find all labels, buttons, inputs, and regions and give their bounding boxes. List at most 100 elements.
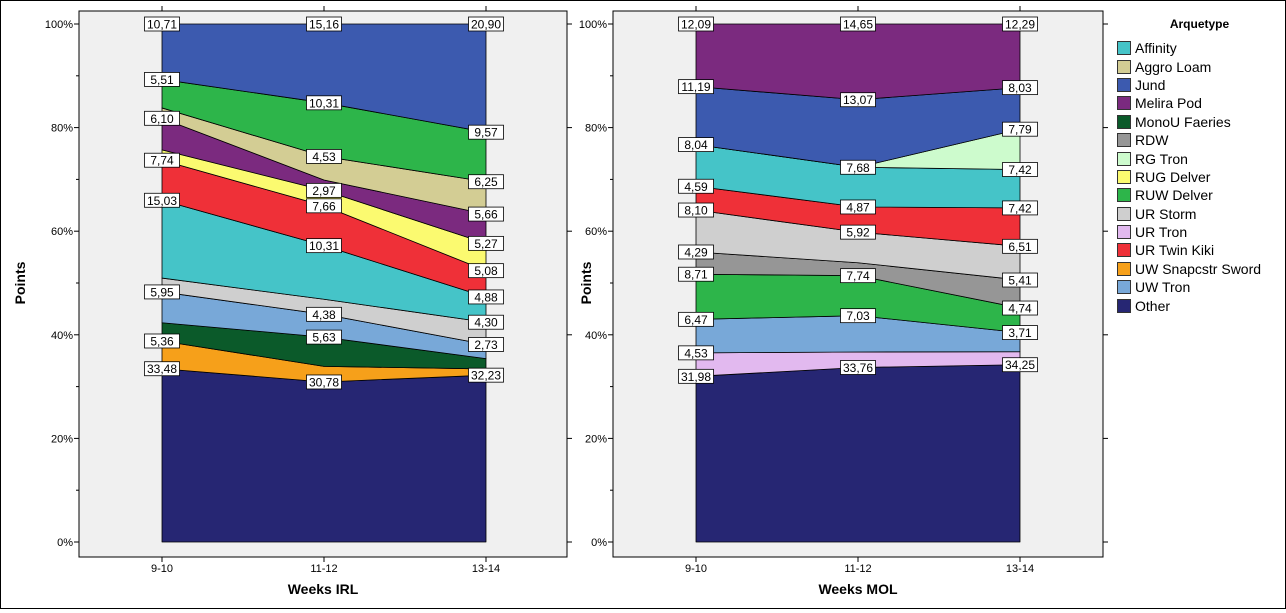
data-label-box [678,16,714,32]
y-tick-label: 60% [51,226,73,238]
data-label-box [306,306,342,322]
data-label-box [468,314,504,330]
data-label-text: 33,76 [843,361,873,375]
data-label-box [306,95,342,111]
data-label-text: 5,36 [150,334,174,348]
y-tick-label: 0% [57,537,73,549]
legend-label: UW Tron [1135,279,1191,296]
data-label: 8,71 [678,266,714,282]
data-label-text: 6,10 [150,112,174,126]
data-label-text: 8,10 [684,204,708,218]
data-label-text: 20,90 [471,18,501,32]
data-label-text: 4,59 [684,180,708,194]
data-label: 3,71 [1002,325,1038,340]
data-label-text: 12,29 [1005,18,1035,32]
data-label: 4,88 [468,289,504,305]
x-axis-title: Weeks MOL [818,581,898,597]
data-label: 10,31 [306,95,342,111]
data-label-box [144,152,180,168]
data-label-text: 7,68 [846,161,870,175]
data-label: 12,29 [1002,16,1038,32]
legend-label: UR Twin Kiki [1135,242,1215,259]
legend-swatch [1117,261,1131,276]
data-label: 5,41 [1002,272,1038,288]
data-label-text: 15,03 [147,194,177,208]
data-label-box [1002,325,1038,340]
data-label: 9,57 [468,124,504,140]
data-label: 5,66 [468,206,504,222]
data-label-box [144,333,180,349]
data-label: 32,23 [468,367,504,383]
data-label-text: 5,51 [150,73,174,87]
legend-label: Aggro Loam [1135,58,1212,75]
legend-swatch [1117,41,1131,56]
data-label-box [1002,357,1038,373]
legend-label: RDW [1135,132,1169,149]
data-label: 20,90 [468,16,504,32]
legend-label: UR Tron [1135,224,1188,241]
data-label-box [306,374,342,390]
data-label-box [1002,162,1038,177]
data-label-box [468,263,504,279]
legend: Arquetype Affinity Aggro Loam Jund Melira P… [1117,17,1282,315]
data-label-box [468,16,504,32]
data-label-text: 7,79 [1008,123,1032,137]
legend-label: MonoU Faeries [1135,113,1231,130]
legend-swatch [1117,133,1131,148]
data-label: 6,51 [1002,238,1038,254]
legend-swatch [1117,114,1131,129]
data-label-box [678,137,714,153]
data-label: 4,53 [678,345,714,360]
data-label: 8,04 [678,137,714,153]
data-label: 13,07 [840,92,876,107]
data-label: 7,03 [840,308,876,324]
legend-swatch [1117,151,1131,166]
data-label-text: 5,95 [150,285,174,299]
data-label-box [840,308,876,324]
y-axis-title: Points [12,261,28,304]
data-label: 30,78 [306,374,342,390]
data-label: 7,42 [1002,162,1038,177]
data-label: 4,87 [840,199,876,215]
data-label: 8,03 [1002,80,1038,95]
data-label-box [1002,121,1038,137]
data-label-text: 9,57 [474,126,498,140]
data-label: 4,53 [306,149,342,164]
legend-item: Jund [1117,76,1282,94]
legend-label: RUW Delver [1135,187,1213,204]
data-label-box [468,206,504,222]
data-label: 4,38 [306,306,342,322]
legend-item: UR Tron [1117,223,1282,241]
data-label-box [840,199,876,215]
data-label-text: 7,66 [312,199,336,213]
data-label: 5,36 [144,333,180,349]
legend-item: Other [1117,296,1282,314]
legend-item: Melira Pod [1117,94,1282,112]
data-label-box [468,289,504,305]
data-label: 2,73 [468,337,504,352]
data-label: 7,68 [840,159,876,175]
legend-item: Aggro Loam [1117,57,1282,75]
data-label-text: 32,23 [471,369,501,383]
legend-label: Other [1135,297,1171,314]
area-melira-pod [695,23,1021,101]
y-tick-label: 20% [51,433,73,445]
data-label-text: 7,03 [846,309,870,323]
y-tick-label: 0% [591,537,607,549]
y-tick-label: 100% [45,19,73,31]
data-label-box [678,202,714,218]
data-label-box [678,178,714,194]
legend-swatch [1117,59,1131,74]
y-tick-label: 40% [585,330,607,342]
data-label-text: 4,53 [312,150,336,164]
data-label-box [840,360,876,375]
data-label-box [678,244,714,260]
data-label: 5,95 [144,284,180,299]
data-label-text: 8,71 [684,268,708,282]
legend-label: Melira Pod [1135,95,1202,112]
data-label-box [678,266,714,282]
data-label-text: 4,87 [846,200,870,214]
data-label: 33,48 [144,361,180,376]
x-tick-label: 11-12 [310,563,337,575]
data-label-text: 4,53 [684,346,708,360]
